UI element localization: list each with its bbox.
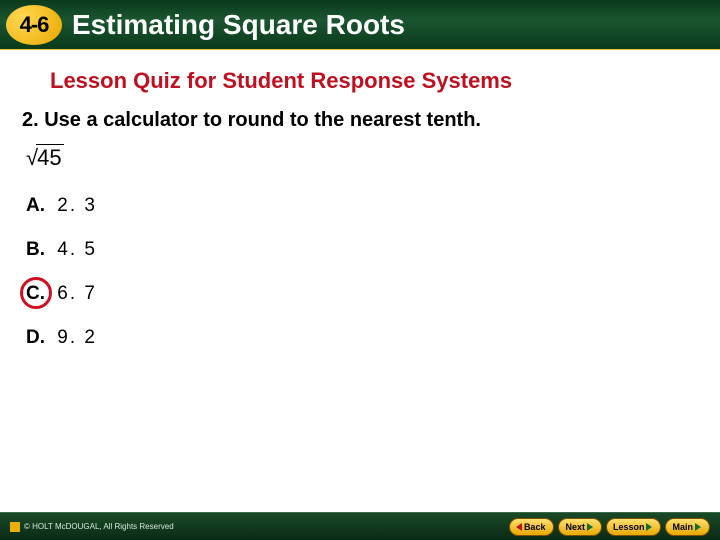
answer-value: 6. 7	[57, 283, 97, 304]
lesson-button[interactable]: Lesson	[606, 518, 662, 536]
next-button[interactable]: Next	[558, 518, 602, 536]
arrow-right-icon	[695, 523, 701, 531]
answer-label: D.	[26, 327, 52, 349]
arrow-right-icon	[587, 523, 593, 531]
copyright-label: © HOLT McDOUGAL, All Rights Reserved	[24, 522, 174, 531]
answer-option-a[interactable]: A. 2. 3	[26, 195, 698, 217]
copyright-text: © HOLT McDOUGAL, All Rights Reserved	[10, 522, 174, 532]
arrow-right-icon	[646, 523, 652, 531]
answer-label: B.	[26, 239, 52, 261]
question-expression: 45	[26, 145, 698, 171]
nav-buttons: Back Next Lesson Main	[509, 518, 710, 536]
header-bar: 4-6 Estimating Square Roots	[0, 0, 720, 50]
next-label: Next	[565, 522, 585, 532]
answer-value: 9. 2	[57, 327, 97, 348]
radical-icon	[26, 145, 38, 171]
question-text: 2. Use a calculator to round to the near…	[22, 108, 698, 133]
lesson-subtitle: Lesson Quiz for Student Response Systems	[50, 68, 720, 94]
answer-value: 4. 5	[57, 239, 97, 260]
question-block: 2. Use a calculator to round to the near…	[22, 108, 698, 349]
back-button[interactable]: Back	[509, 518, 555, 536]
back-label: Back	[524, 522, 546, 532]
answer-option-c[interactable]: C. 6. 7	[26, 283, 698, 305]
chapter-title: Estimating Square Roots	[72, 9, 405, 41]
lesson-label: Lesson	[613, 522, 645, 532]
section-number-badge: 4-6	[6, 5, 62, 45]
publisher-logo-icon	[10, 522, 20, 532]
answer-option-b[interactable]: B. 4. 5	[26, 239, 698, 261]
answer-value: 2. 3	[57, 195, 97, 216]
radicand-value: 45	[36, 144, 63, 170]
answer-option-d[interactable]: D. 9. 2	[26, 327, 698, 349]
subtitle-row: Lesson Quiz for Student Response Systems	[50, 68, 720, 94]
answers-list: A. 2. 3 B. 4. 5 C. 6. 7 D. 9. 2	[26, 195, 698, 349]
footer-bar: © HOLT McDOUGAL, All Rights Reserved Bac…	[0, 512, 720, 540]
answer-label: A.	[26, 195, 52, 217]
arrow-left-icon	[516, 523, 522, 531]
answer-label: C.	[26, 283, 52, 305]
main-button[interactable]: Main	[665, 518, 710, 536]
main-label: Main	[672, 522, 693, 532]
